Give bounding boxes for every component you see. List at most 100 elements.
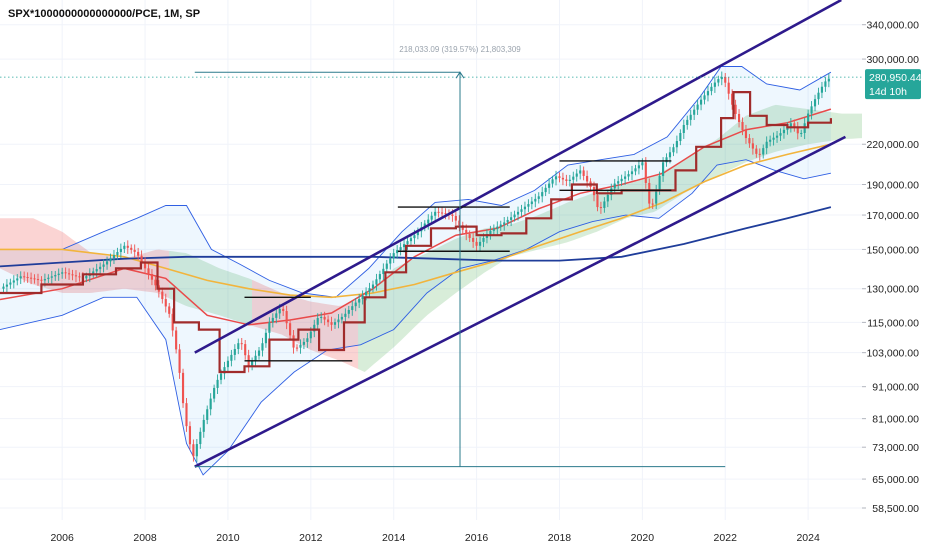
candle-body [327,319,330,323]
candle-body [102,264,105,267]
candle-body [634,168,637,172]
y-axis[interactable]: 340,000.00 300,000.00 220,000.00 190,000.00… [862,20,919,515]
moving-average-red [0,108,832,326]
candle-body [175,330,178,350]
candle-body [575,173,578,177]
candle-body [513,214,516,218]
candle-body [399,247,402,251]
candle-body [627,174,630,177]
moving-average-yellow [0,143,832,299]
x-axis-tick-label: 2008 [133,532,157,544]
candle-body [54,275,57,277]
bar-countdown: 14d 10h [869,86,907,98]
candle-body [378,274,381,280]
candle-body [510,217,513,220]
chart-title: SPX*1000000000000000/PCE, 1M, SP [8,8,200,20]
candle-body [655,189,658,204]
candle-body [782,129,786,134]
candle-body [489,230,492,235]
bollinger-bands [0,66,832,476]
candle-body [620,178,623,182]
candle-body [396,250,399,254]
candle-body [278,308,281,314]
candle-body [534,198,537,202]
candle-body [548,183,551,188]
candle-body [606,194,609,202]
candle-body [561,177,564,180]
candle-body [482,237,485,242]
x-axis-tick-label: 2018 [548,532,572,544]
candle-body [30,277,33,279]
candle-body [105,261,109,265]
candle-body [703,95,706,100]
candle-body [744,130,748,139]
y-axis-tick-label: 58,500.00 [872,503,919,515]
y-axis-tick-label: 340,000.00 [866,20,919,32]
candle-body [36,279,40,281]
candle-body [206,409,209,420]
candle-body [150,274,154,280]
candle-body [126,245,129,248]
candle-body [413,235,416,239]
candle-body [582,170,585,176]
candle-body [358,298,361,303]
candle-body [130,247,133,250]
candle-body [181,372,185,404]
candle-body [271,317,274,323]
candle-body [789,123,792,127]
candle-body [95,269,98,272]
y-axis-tick-label: 115,000.00 [867,317,919,329]
candle-body [586,175,589,182]
candle-body [565,179,568,182]
candle-body [402,244,406,248]
candle-body [161,291,164,300]
candle-body [644,162,647,183]
candle-body [630,171,634,175]
candle-body [827,78,830,82]
candle-body [813,99,817,107]
candle-body [807,113,810,124]
candle-body [382,268,385,275]
candle-body [699,99,703,105]
x-axis-tick-label: 2024 [796,532,820,544]
y-axis-tick-label: 170,000.00 [866,210,919,222]
x-axis[interactable]: 2006 2008 2010 2012 2014 2016 2018 2020 2022 2024 [50,532,819,544]
candle-body [793,123,796,128]
x-axis-tick-label: 2014 [382,532,406,544]
candle-body [820,86,824,93]
x-axis-tick-label: 2022 [714,532,738,544]
candle-body [109,258,112,262]
candle-body [530,201,533,205]
candle-body [199,431,202,445]
candle-body [133,249,136,252]
candle-body [351,306,354,310]
y-axis-tick-label: 150,000.00 [866,244,919,256]
candle-body [603,201,606,208]
candle-body [665,157,668,163]
candle-body [282,308,285,312]
candle-body [672,147,675,153]
candle-body [47,277,50,280]
candle-body [289,323,292,336]
candle-body [568,179,571,182]
candle-body [496,226,499,229]
candle-body [544,187,547,193]
candle-body [624,176,627,179]
candle-body [299,344,302,348]
candle-body [330,322,333,325]
x-axis-tick-label: 2016 [465,532,489,544]
candle-body [706,91,710,96]
candle-body [306,338,309,342]
cloud-bearish [0,218,170,299]
last-price-badge-box [865,69,921,100]
candle-body [26,277,29,279]
candle-body [268,322,271,333]
channel-trend-line [194,0,842,354]
candle-body [137,251,140,256]
y-axis-tick-label: 65,000.00 [872,474,919,486]
bollinger-upper-line [0,66,832,298]
candle-body [572,176,575,180]
candle-body [64,272,67,274]
